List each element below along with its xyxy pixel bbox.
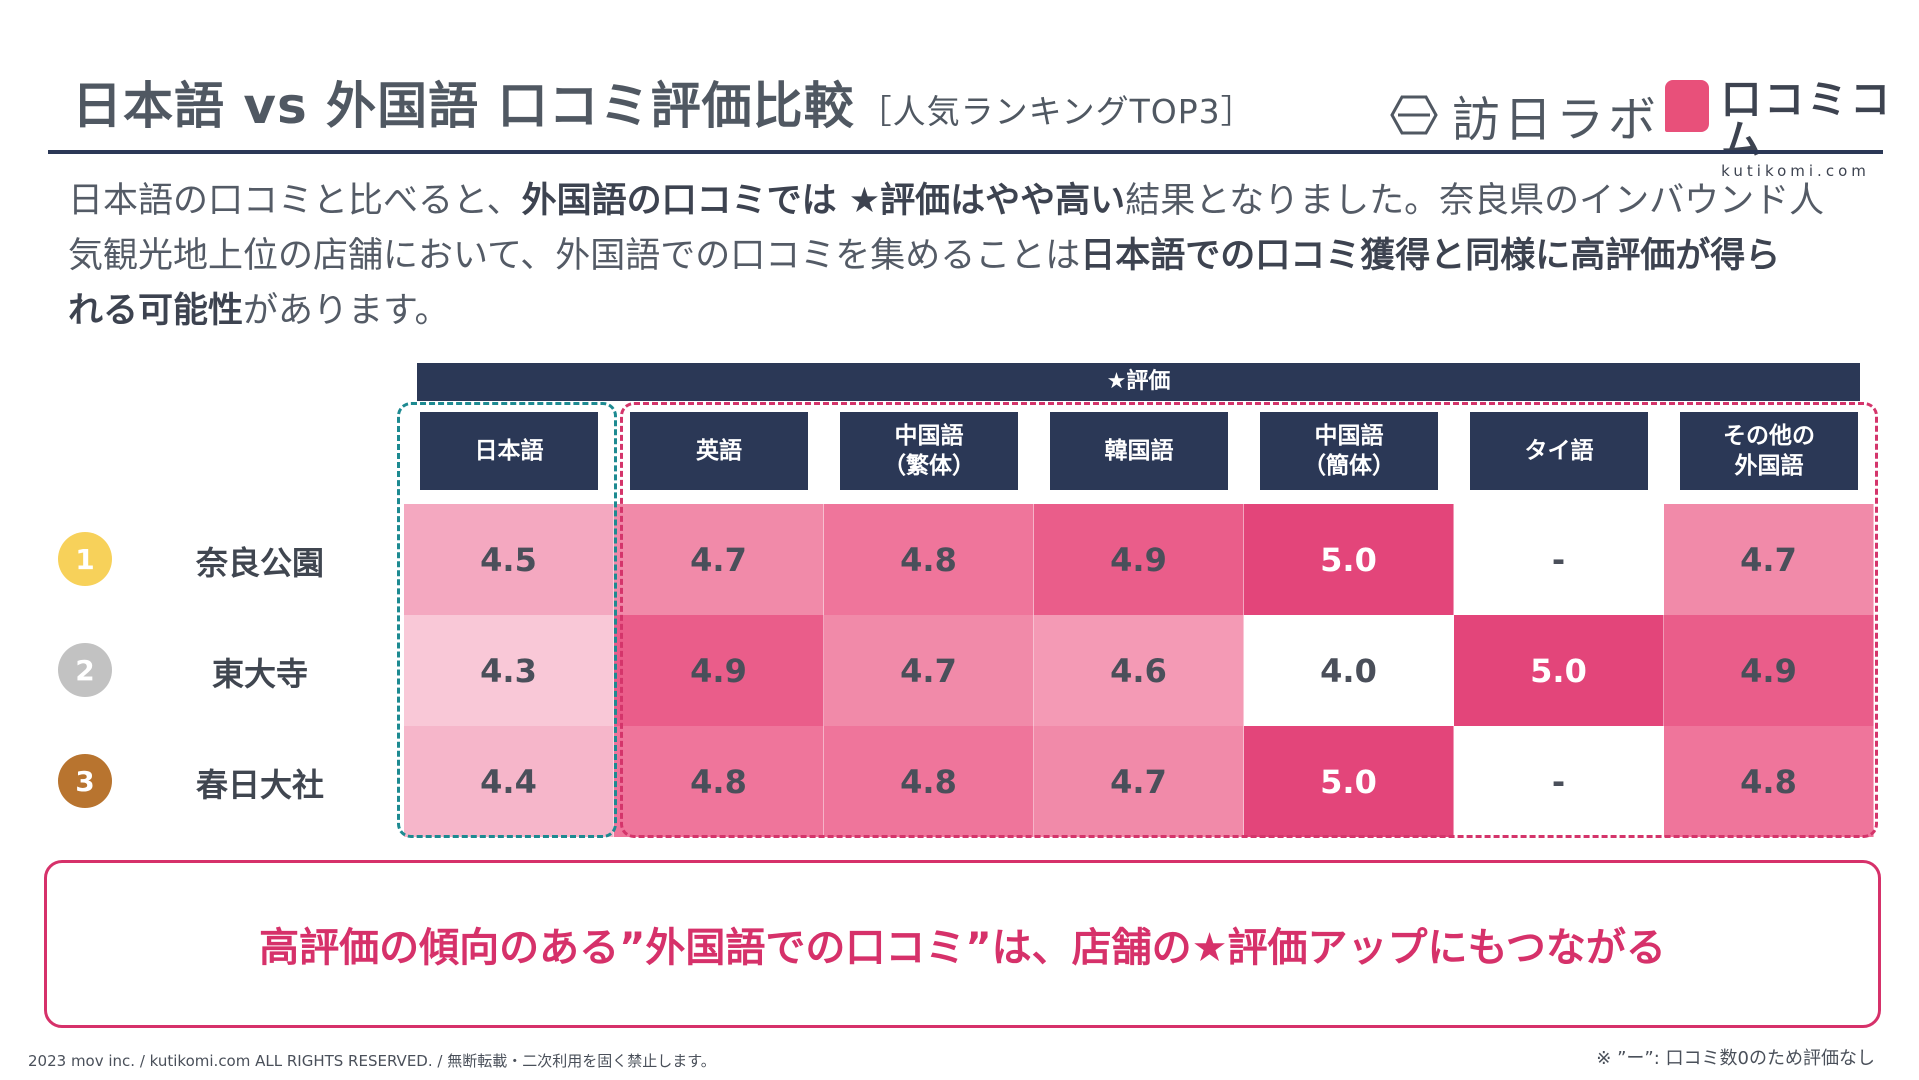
intro-paragraph: 日本語の口コミと比べると、外国語の口コミでは ★評価はやや高い結果となりました。…: [68, 174, 1868, 339]
rating-cell: 4.8: [824, 504, 1034, 615]
place-name: 奈良公園: [195, 544, 324, 582]
rank-badge: 1: [58, 532, 112, 586]
hounichi-labo-logo: 訪日ラボ: [1390, 80, 1660, 150]
place-name: 東大寺: [211, 655, 308, 693]
column-header: 日本語: [420, 412, 598, 490]
rating-cell: 4.4: [404, 726, 614, 837]
rating-cell: 4.7: [1664, 504, 1874, 615]
page-title: 日本語 vs 外国語 口コミ評価比較 ［人気ランキングTOP3］: [72, 66, 1255, 138]
intro-text: 結果となりました。奈良県のインバウンド人: [1125, 181, 1825, 221]
place-name: 春日大社: [195, 766, 324, 804]
rating-cell: 5.0: [1244, 726, 1454, 837]
rating-cell: 4.0: [1244, 615, 1454, 726]
hounichi-logo-text: 訪日ラボ: [1452, 92, 1661, 148]
conclusion-callout: 高評価の傾向のある”外国語での口コミ”は、店舗の★評価アップにもつながる: [44, 860, 1881, 1028]
rating-cell: 4.9: [1034, 504, 1244, 615]
hexagon-logo-icon: [1390, 95, 1438, 135]
intro-emphasis: 日本語での口コミ獲得と同様に高評価が得ら: [1080, 236, 1781, 276]
star-rating-header: ★評価: [417, 363, 1860, 401]
rank-badge: 2: [58, 643, 112, 697]
column-header: 中国語 （繁体）: [840, 412, 1018, 490]
rating-cell: 4.7: [1034, 726, 1244, 837]
intro-text: 日本語の口コミと比べると、: [68, 181, 522, 221]
column-header: 韓国語: [1050, 412, 1228, 490]
column-header: タイ語: [1470, 412, 1648, 490]
kutikomi-logo: 口コミコム kutikomi.com: [1665, 80, 1919, 180]
rating-cell: 4.9: [1664, 615, 1874, 726]
speech-bubble-icon: [1665, 80, 1710, 132]
rating-cell: 4.7: [824, 615, 1034, 726]
rating-cell: -: [1454, 504, 1664, 615]
header-divider: [48, 150, 1883, 154]
intro-text: があります。: [243, 291, 450, 331]
rating-cell: 4.6: [1034, 615, 1244, 726]
kutikomi-logo-en: kutikomi.com: [1721, 162, 1870, 180]
intro-text: 気観光地上位の店舗において、外国語での口コミを集めることは: [68, 236, 1081, 276]
intro-emphasis: 外国語の口コミでは ★評価はやや高い: [521, 181, 1126, 221]
title-main: 日本語 vs 外国語 口コミ評価比較: [72, 77, 855, 135]
rating-cell: 4.5: [404, 504, 614, 615]
rank-badge: 3: [58, 754, 112, 808]
rating-cell: -: [1454, 726, 1664, 837]
rating-cell: 4.3: [404, 615, 614, 726]
rating-cell: 4.8: [614, 726, 824, 837]
rating-cell: 5.0: [1454, 615, 1664, 726]
column-header: 英語: [630, 412, 808, 490]
rating-cell: 4.9: [614, 615, 824, 726]
copyright-footer: 2023 mov inc. / kutikomi.com ALL RIGHTS …: [28, 1052, 716, 1070]
intro-emphasis: れる可能性: [68, 291, 244, 331]
rating-cell: 4.8: [1664, 726, 1874, 837]
column-header: 中国語 （簡体）: [1260, 412, 1438, 490]
title-sub: ［人気ランキングTOP3］: [858, 92, 1255, 131]
rating-cell: 4.8: [824, 726, 1034, 837]
column-header: その他の 外国語: [1680, 412, 1858, 490]
rating-cell: 5.0: [1244, 504, 1454, 615]
rating-cell: 4.7: [614, 504, 824, 615]
dash-note: ※ ”ー”: 口コミ数0のため評価なし: [1596, 1048, 1875, 1069]
kutikomi-logo-jp: 口コミコム: [1721, 77, 1894, 163]
